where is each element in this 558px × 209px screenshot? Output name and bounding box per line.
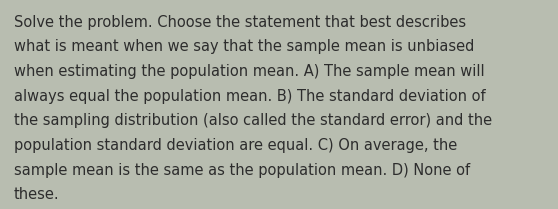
Text: Solve the problem. Choose the statement that best describes: Solve the problem. Choose the statement … bbox=[14, 15, 466, 30]
Text: always equal the population mean. B) The standard deviation of: always equal the population mean. B) The… bbox=[14, 89, 485, 104]
Text: when estimating the population mean. A) The sample mean will: when estimating the population mean. A) … bbox=[14, 64, 484, 79]
Text: population standard deviation are equal. C) On average, the: population standard deviation are equal.… bbox=[14, 138, 457, 153]
Text: these.: these. bbox=[14, 187, 60, 202]
Text: sample mean is the same as the population mean. D) None of: sample mean is the same as the populatio… bbox=[14, 163, 470, 178]
Text: the sampling distribution (also called the standard error) and the: the sampling distribution (also called t… bbox=[14, 113, 492, 128]
Text: what is meant when we say that the sample mean is unbiased: what is meant when we say that the sampl… bbox=[14, 39, 474, 54]
